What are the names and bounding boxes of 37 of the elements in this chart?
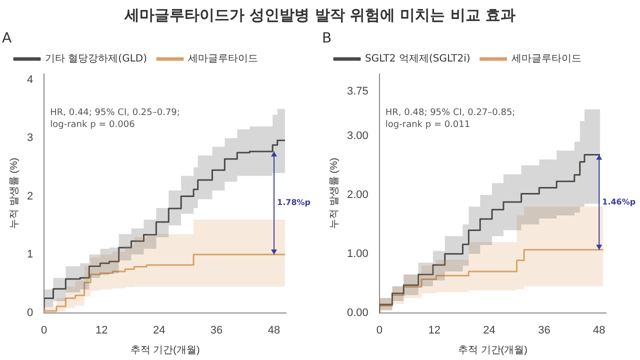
x-axis-title: 추적 기간(개월)	[458, 344, 528, 356]
y-tick-label: 3.75	[346, 86, 368, 98]
legend-label: 기타 혈당강하제(GLD)	[45, 54, 148, 65]
y-tick-label: 0	[26, 306, 34, 319]
y-tick-label: 3	[26, 132, 34, 144]
x-tick-label: 0	[41, 324, 48, 336]
y-tick-label: 1	[26, 248, 34, 261]
annotation: 1.78%p	[277, 198, 311, 208]
legend-label: 세마글루타이드	[511, 54, 582, 65]
x-tick-label: 36	[210, 324, 223, 336]
text: A	[2, 30, 12, 47]
legend-label: SGLT2 억제제(SGLT2i)	[365, 54, 470, 65]
text: 세마글루타이드가 성인발병 발작 위험에 미치는 비교 효과	[123, 5, 517, 26]
x-tick-label: 0	[376, 324, 382, 336]
x-tick-label: 48	[593, 324, 606, 336]
y-tick-label: 3.00	[346, 130, 368, 142]
x-tick-label: 12	[95, 324, 108, 336]
y-tick-label: 4	[26, 74, 34, 86]
annotation: log-rank p = 0.011	[385, 120, 470, 130]
y-tick-label: 2.00	[346, 188, 368, 201]
x-tick-label: 24	[483, 324, 496, 336]
annotation: HR, 0.44; 95% CI, 0.25–0.79;	[50, 108, 180, 118]
x-tick-label: 24	[152, 324, 166, 336]
x-axis-title: 추적 기간(개월)	[130, 344, 200, 356]
x-tick-label: 12	[428, 324, 440, 336]
y-tick-label: 1.00	[346, 248, 368, 260]
x-tick-label: 36	[538, 324, 550, 336]
y-axis-title: 누적 발생률 (%)	[328, 158, 340, 229]
y-tick-label: 0.00	[346, 306, 368, 319]
annotation: log-rank p = 0.006	[50, 120, 136, 130]
legend-label: 세마글루타이드	[188, 54, 258, 65]
x-tick-label: 48	[268, 324, 280, 336]
text: B	[322, 30, 332, 47]
y-axis-title: 누적 발생률 (%)	[8, 158, 20, 229]
annotation: 1.46%p	[602, 197, 636, 206]
annotation: HR, 0.48; 95% CI, 0.27–0.85;	[385, 108, 516, 118]
y-tick-label: 2	[26, 190, 34, 202]
